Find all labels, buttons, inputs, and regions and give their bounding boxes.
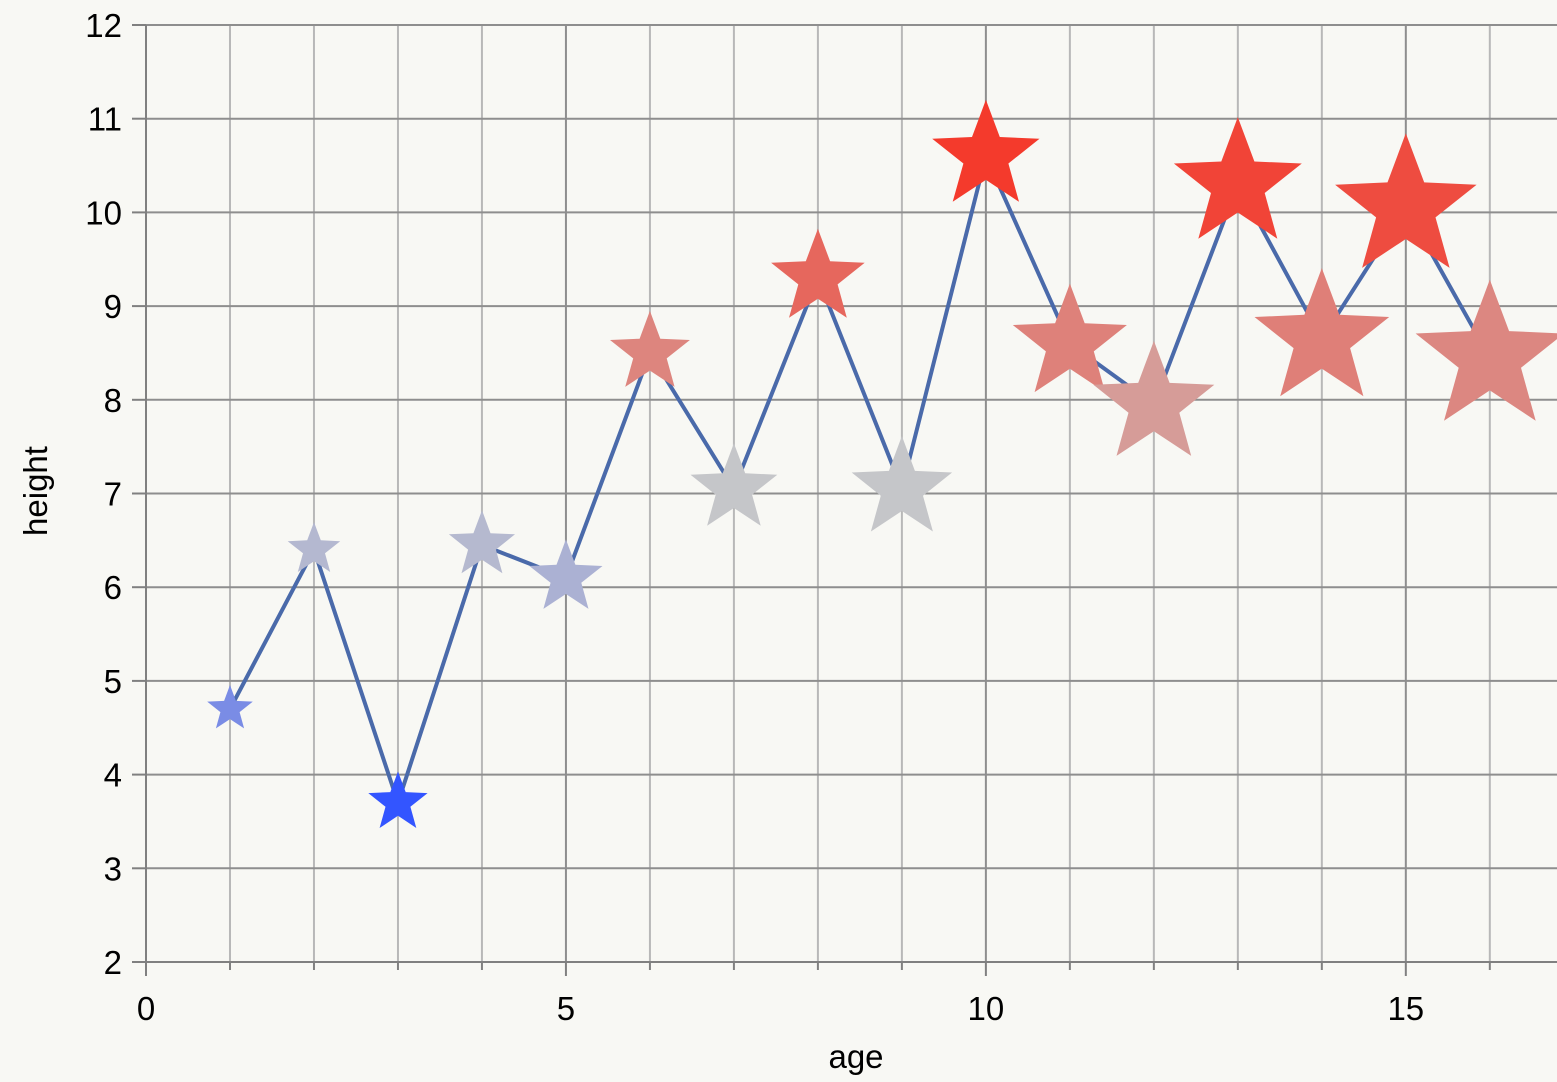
data-point-star: [287, 522, 341, 572]
data-point-star: [1012, 283, 1127, 393]
x-tick-label: 0: [137, 990, 155, 1027]
data-point-star: [1093, 340, 1215, 456]
ticks: [132, 24, 1491, 976]
x-tick-label: 15: [1387, 990, 1424, 1027]
y-tick-label: 3: [104, 850, 122, 887]
data-point-star: [1415, 279, 1557, 421]
series-line: [228, 154, 1492, 805]
y-tick-label: 8: [104, 382, 122, 419]
data-point-star: [851, 436, 953, 532]
data-point-star: [690, 443, 778, 526]
series-line-path: [228, 154, 1492, 805]
data-point-star: [932, 99, 1040, 202]
y-tick-label: 6: [104, 569, 122, 606]
x-axis-title: age: [828, 1038, 883, 1075]
y-tick-label: 10: [85, 194, 122, 231]
data-point-star: [1335, 133, 1477, 268]
data-point-star: [529, 539, 603, 609]
data-point-star: [610, 310, 690, 387]
y-tick-label: 9: [104, 288, 122, 325]
y-tick-label: 4: [104, 757, 122, 794]
y-axis-title: height: [17, 446, 54, 536]
data-point-star: [448, 510, 515, 574]
y-tick-label: 5: [104, 663, 122, 700]
y-tick-label: 12: [85, 7, 122, 44]
data-point-star: [368, 771, 428, 828]
x-tick-label: 10: [968, 990, 1005, 1027]
x-tick-label: 5: [557, 990, 575, 1027]
data-point-star: [1173, 117, 1302, 239]
tick-labels: 2 3 4 5 6 7 8 9 10 11 12 0 5 10 15: [85, 7, 1424, 1027]
data-point-star: [207, 685, 253, 729]
points: [207, 99, 1557, 828]
y-tick-label: 2: [104, 944, 122, 981]
y-tick-label: 11: [88, 101, 122, 138]
grid-major: [145, 24, 1557, 963]
data-point-star: [771, 228, 865, 318]
data-point-star: [1254, 268, 1390, 397]
y-tick-label: 7: [104, 476, 122, 513]
